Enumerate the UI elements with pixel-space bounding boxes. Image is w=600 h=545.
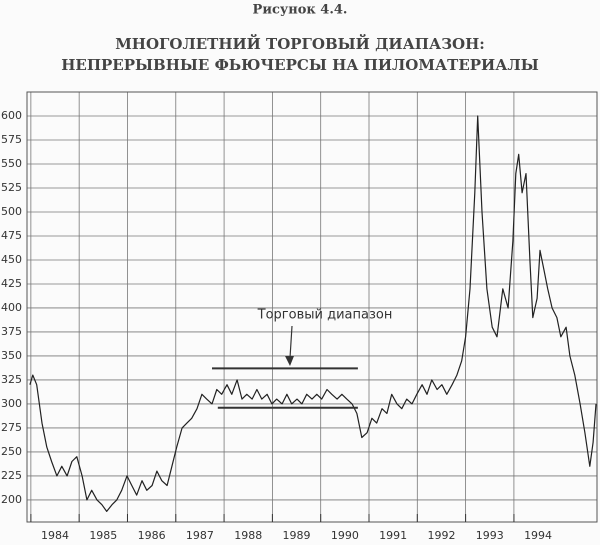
x-tick-label: 1988 [234,529,262,542]
y-tick-label: 300 [1,397,22,410]
y-tick-label: 575 [1,133,22,146]
y-tick-label: 400 [1,301,22,314]
y-tick-label: 550 [1,157,22,170]
y-tick-label: 250 [1,445,22,458]
chart-title: НЕПРЕРЫВНЫЕ ФЬЮЧЕРСЫ НА ПИЛОМАТЕРИАЛЫ [61,56,538,74]
annotation: Торговый диапазон [257,308,393,323]
annotation-arrowhead [285,356,294,366]
y-tick-label: 375 [1,325,22,338]
y-tick-label: 475 [1,229,22,242]
x-tick-label: 1994 [524,529,552,542]
price-line [29,115,597,512]
x-tick-label: 1992 [427,529,455,542]
x-tick-label: 1984 [41,529,69,542]
x-tick-label: 1987 [186,529,214,542]
y-tick-label: 225 [1,469,22,482]
plot-frame [26,91,598,523]
y-tick-label: 500 [1,205,22,218]
y-tick-label: 525 [1,181,22,194]
y-tick-label: 275 [1,421,22,434]
x-tick-label: 1989 [283,529,311,542]
chart-title: МНОГОЛЕТНИЙ ТОРГОВЫЙ ДИАПАЗОН: [115,34,485,53]
y-tick-label: 200 [1,493,22,506]
x-tick-label: 1985 [89,529,117,542]
y-tick-label: 425 [1,277,22,290]
y-tick-label: 325 [1,373,22,386]
y-tick-label: 450 [1,253,22,266]
y-tick-label: 600 [1,109,22,122]
x-tick-label: 1993 [476,529,504,542]
x-tick-label: 1986 [138,529,166,542]
y-tick-label: 350 [1,349,22,362]
annotation-arrow [289,325,293,359]
x-tick-label: 1990 [331,529,359,542]
figure-label: Рисунок 4.4. [253,3,348,18]
x-tick-label: 1991 [379,529,407,542]
